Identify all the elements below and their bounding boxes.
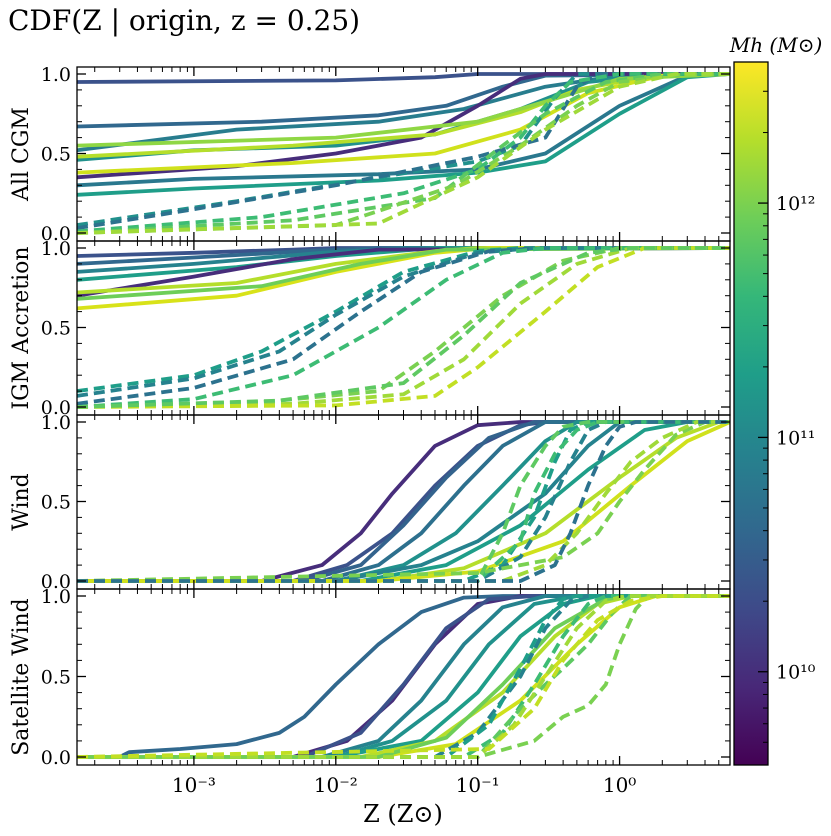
series-line [77, 72, 730, 188]
panel-3: 0.0 0.5 1.0 Satellite Wind [9, 586, 731, 769]
panel-2: 0.0 0.5 1.0 Wind [9, 412, 731, 593]
panel-3-ylabel: Satellite Wind [9, 598, 34, 756]
series-line [77, 594, 730, 759]
series-line [77, 420, 730, 583]
panel-2-ylabel: Wind [9, 473, 34, 531]
series-line [77, 594, 730, 759]
series-line [77, 420, 730, 583]
series-line [77, 72, 730, 197]
colorbar-tick-label: 10¹¹ [776, 427, 815, 449]
y-tick-label: 0.5 [41, 144, 71, 166]
y-tick-label: 0.5 [41, 492, 71, 514]
series-line [77, 420, 730, 583]
y-tick-label: 0.0 [41, 747, 71, 769]
panel-0-lines [77, 72, 730, 235]
series-line [77, 420, 730, 583]
y-tick-label: 0.0 [41, 397, 71, 419]
series-line [77, 246, 730, 409]
x-axis: 10⁻³ 10⁻² 10⁻¹ 10⁰ [172, 773, 636, 797]
panel-1: 0.0 0.5 1.0 IGM Accretion [9, 238, 731, 419]
x-tick-label: 10⁻¹ [456, 773, 500, 797]
x-axis-label: Z (Z⊙) [363, 800, 443, 828]
y-tick-label: 1.0 [41, 64, 71, 86]
series-line [77, 594, 730, 759]
series-line [77, 72, 730, 148]
panel-0-ylabel: All CGM [9, 107, 34, 202]
panel-2-lines [77, 420, 730, 583]
figure-title: CDF(Z | origin, z = 0.25) [8, 4, 360, 37]
panel-3-frame [76, 588, 731, 766]
colorbar: 10¹⁰ 10¹¹ 10¹² [733, 61, 816, 766]
series-line [77, 420, 730, 583]
y-tick-label: 1.0 [41, 238, 71, 260]
series-line [77, 420, 730, 583]
series-line [77, 594, 730, 759]
y-tick-label: 0.5 [41, 318, 71, 340]
x-tick-label: 10⁻² [314, 773, 358, 797]
series-line [77, 72, 730, 231]
series-line [77, 420, 730, 583]
series-line [77, 594, 730, 759]
y-tick-label: 0.0 [41, 571, 71, 593]
series-line [77, 420, 730, 583]
series-line [77, 420, 730, 583]
series-line [77, 594, 730, 759]
series-line [77, 246, 730, 393]
series-line [77, 420, 730, 583]
series-line [77, 594, 730, 759]
series-line [77, 72, 730, 235]
series-line [77, 246, 730, 409]
colorbar-gradient [733, 61, 769, 766]
panel-1-ylabel: IGM Accretion [9, 246, 34, 409]
series-line [77, 420, 730, 583]
y-tick-label: 0.0 [41, 223, 71, 245]
panel-3-lines [77, 594, 730, 759]
series-line [77, 420, 730, 583]
y-tick-label: 0.5 [41, 667, 71, 689]
series-line [77, 594, 730, 759]
colorbar-tick-label: 10¹⁰ [776, 662, 816, 684]
x-tick-label: 10⁰ [603, 773, 636, 797]
series-line [77, 594, 730, 759]
panel-1-lines [77, 246, 730, 409]
panel-0: 0.0 0.5 1.0 All CGM [9, 64, 731, 245]
series-line [77, 246, 730, 409]
series-line [77, 72, 730, 235]
y-tick-label: 1.0 [41, 412, 71, 434]
y-tick-label: 1.0 [41, 586, 71, 608]
series-line [77, 420, 730, 583]
series-line [77, 420, 730, 583]
colorbar-tick-label: 10¹² [776, 193, 815, 215]
colorbar-label: Mh (M⊙) [729, 33, 823, 57]
series-line [77, 420, 730, 583]
x-tick-label: 10⁻³ [172, 773, 216, 797]
series-line [77, 594, 730, 759]
series-line [77, 420, 730, 583]
series-line [77, 72, 730, 234]
